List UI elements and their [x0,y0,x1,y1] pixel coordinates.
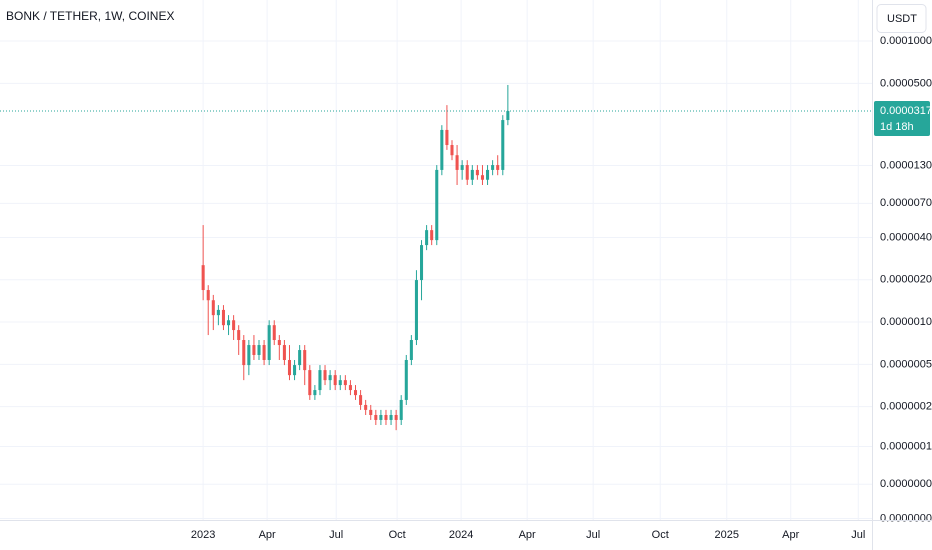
candle-body [384,414,388,420]
candle-body [420,245,424,281]
candle-body [389,414,393,420]
candle-body [506,111,510,121]
candle-body [450,145,454,156]
candle-body [277,340,281,346]
candle-body [425,230,429,246]
x-tick-label: Jul [586,529,600,541]
candle-body [440,129,444,170]
candle-body [328,375,332,381]
candle-body [318,370,322,391]
x-tick-label: 2023 [191,529,215,541]
last-price-label: 0.00003176 [880,105,932,117]
candle-body [486,169,490,180]
countdown-label: 1d 18h [880,121,914,133]
candle-body [338,380,342,386]
candle-body [216,309,220,316]
candle-body [364,404,368,410]
x-tick-label: Jul [851,529,865,541]
x-tick-label: Oct [652,529,669,541]
candle-body [399,399,403,420]
candle-body [435,169,439,241]
candle-body [206,290,210,301]
candle-body [313,390,317,396]
candle-body [252,345,256,355]
candle-body [298,350,302,366]
x-tick-label: Apr [259,529,276,541]
candle-body [282,345,286,360]
candle-body [287,359,292,376]
currency-label[interactable]: USDT [887,13,917,25]
candle-body [460,165,464,170]
candle-body [379,414,383,420]
candle-body [501,120,505,170]
candle-body [227,320,231,326]
candle-body [323,370,327,381]
candle-body [409,340,413,360]
x-tick-label: Oct [389,529,406,541]
candle-body [308,370,312,396]
currency-button[interactable] [876,4,927,33]
candle-body [404,359,408,400]
candle-body [201,265,205,291]
candle-body [455,155,459,170]
candle-body [445,129,449,146]
candle-body [211,300,215,316]
candle-body [267,325,271,360]
candle-body [232,320,236,331]
last-price-badge [874,101,930,137]
candle-body [374,414,378,420]
candle-body [237,330,241,341]
x-tick-label: Jul [329,529,343,541]
candle-body [348,385,352,391]
y-tick-label: 0.00000007 [880,478,932,490]
x-tick-label: 2024 [449,529,473,541]
y-tick-label: 0.00000013 [880,440,932,452]
candle-body [272,325,276,341]
candle-body [221,309,225,326]
candle-body [257,345,261,355]
candle-body [359,395,363,405]
candle-body [369,409,373,415]
x-tick-label: Apr [519,529,536,541]
candle-body [470,169,474,180]
symbol-title: BONK / TETHER, 1W, COINEX [6,9,174,23]
candle-body [394,414,398,420]
y-tick-label: 0.00000025 [880,401,932,413]
candle-body [303,350,307,371]
candle-body [496,165,500,170]
candles [0,84,872,431]
candle-body [262,345,266,360]
candle-body [480,175,484,180]
candle-body [414,280,418,341]
candle-body [247,345,251,366]
candle-body [293,365,297,376]
candle-body [353,390,358,396]
candle-body [491,165,495,170]
x-tick-label: 2025 [715,529,739,541]
candle-body [242,340,246,366]
y-tick-label: 0.00000004 [880,512,932,524]
candle-body [465,165,469,180]
candle-body [343,380,347,386]
x-tick-label: Apr [782,529,799,541]
candle-body [430,230,434,241]
candle-body [475,169,479,176]
candle-body [333,375,337,386]
